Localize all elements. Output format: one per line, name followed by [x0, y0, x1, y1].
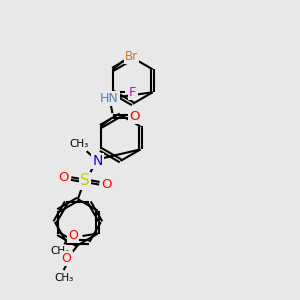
Text: F: F [129, 86, 136, 99]
Text: O: O [58, 171, 69, 184]
Text: S: S [80, 173, 90, 188]
Text: O: O [129, 110, 140, 123]
Text: O: O [101, 178, 112, 191]
Text: CH₃: CH₃ [69, 139, 89, 149]
Text: CH₃: CH₃ [50, 246, 69, 256]
Text: O: O [62, 252, 72, 265]
Text: CH₃: CH₃ [54, 273, 74, 284]
Text: HN: HN [100, 92, 118, 105]
Text: N: N [92, 154, 103, 168]
Text: Br: Br [124, 50, 138, 63]
Text: O: O [68, 230, 78, 242]
